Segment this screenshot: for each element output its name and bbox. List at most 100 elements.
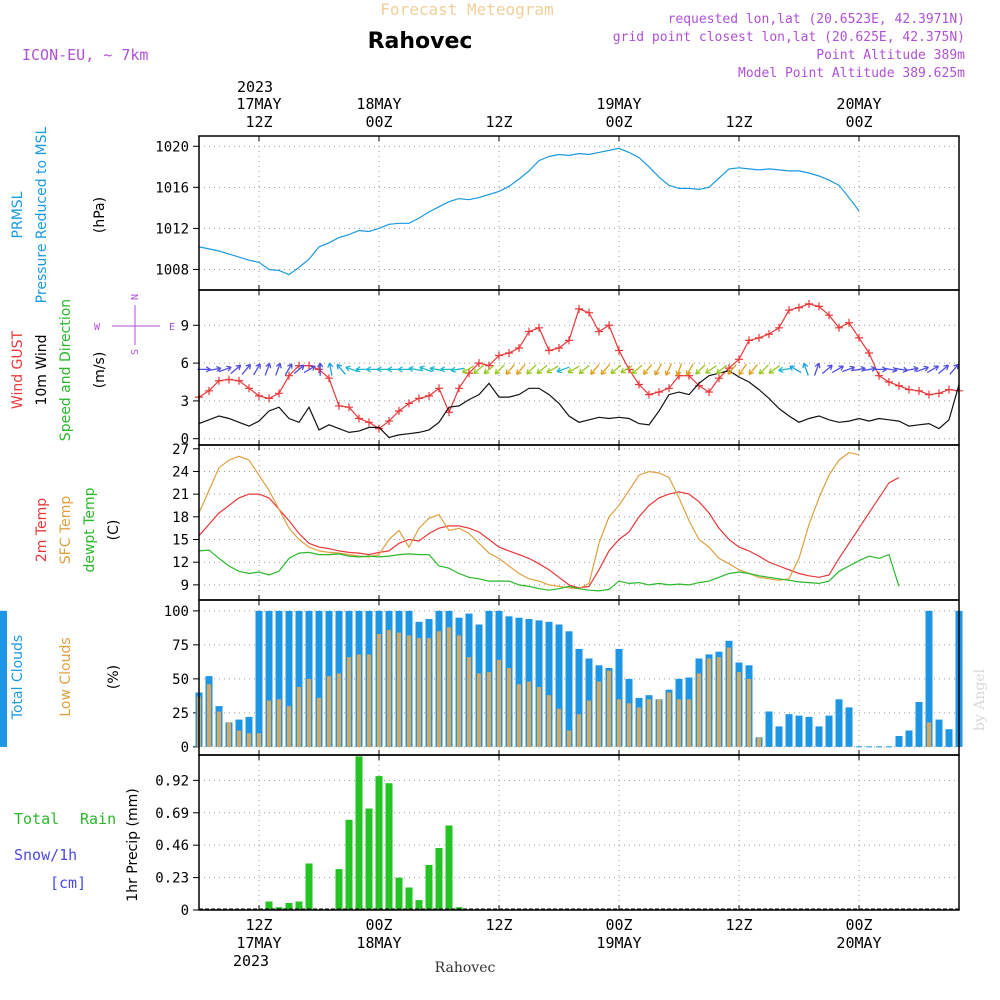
low-cloud-bar <box>597 681 601 747</box>
wind-labels: Wind GUST 10m Wind Speed and Direction (… <box>10 294 175 441</box>
y-tick-label: 1016 <box>155 180 189 196</box>
wind-10m-label: 10m Wind <box>34 334 50 405</box>
gust-marker <box>495 351 503 360</box>
top-year: 2023 <box>237 78 273 96</box>
wind-arrow <box>664 363 673 376</box>
bottom-date-label: 19MAY <box>596 934 641 952</box>
wind-arrow <box>905 365 919 372</box>
total-cloud-bar <box>775 726 783 747</box>
wind-arrow <box>327 362 334 376</box>
wind-arrow <box>915 365 929 373</box>
gust-marker <box>595 327 603 336</box>
wind-arrow <box>505 363 516 376</box>
low-cloud-bar <box>627 703 631 747</box>
panel-frame <box>198 754 960 911</box>
bottom-date-label: 17MAY <box>236 934 281 952</box>
rain-label: Rain <box>80 810 116 828</box>
gust-marker <box>345 403 353 412</box>
total-cloud-bar <box>245 716 253 747</box>
low-cloud-bar <box>557 708 561 747</box>
total-cloud-bar <box>945 729 953 747</box>
bottom-date-label: 20MAY <box>836 934 881 952</box>
low-cloud-bar <box>607 670 611 747</box>
total-clouds-label: Total Clouds <box>10 635 26 720</box>
wind-arrow <box>293 364 305 375</box>
y-tick-label: 0.23 <box>155 871 189 887</box>
total-cloud-bar <box>315 610 323 747</box>
rain-bar <box>365 808 373 910</box>
top-hour-label: 00Z <box>365 113 392 131</box>
total-cloud-bar <box>285 610 293 747</box>
low-cloud-bar <box>327 676 331 747</box>
total-cloud-bar <box>255 610 263 747</box>
temp-dewpt-label: dewpt Temp <box>82 487 98 572</box>
total-cloud-bar <box>535 620 543 747</box>
wind-arrow <box>336 363 346 375</box>
rain-bar <box>445 825 453 910</box>
total-cloud-bar <box>915 702 923 747</box>
bottom-date-label: 18MAY <box>356 934 401 952</box>
gust-marker <box>735 355 743 364</box>
product-title: Forecast Meteogram <box>380 0 553 19</box>
y-tick-label: 27 <box>172 442 189 458</box>
wind-speed-dir-label: Speed and Direction <box>58 299 74 441</box>
rain-bar <box>285 903 293 910</box>
low-cloud-bar <box>697 673 701 747</box>
wind-unit-label: (m/s) <box>92 352 108 389</box>
rain-bar <box>375 776 383 910</box>
wind-arrow <box>821 364 833 375</box>
wind-arrow <box>556 366 570 374</box>
gust-marker <box>945 385 953 394</box>
top-date-label: 17MAY <box>236 95 281 113</box>
gust-marker <box>365 418 373 427</box>
gust-marker <box>555 343 563 352</box>
rain-bar <box>355 756 363 910</box>
gust-marker <box>505 349 513 358</box>
gust-marker <box>205 386 213 395</box>
low-cloud-bar <box>317 697 321 747</box>
wind-arrow <box>567 365 580 374</box>
total-cloud-bar <box>615 648 623 747</box>
low-cloud-bar <box>257 733 261 747</box>
y-tick-label: 0.46 <box>155 838 189 854</box>
low-cloud-bar <box>407 635 411 747</box>
location-title: Rahovec <box>368 29 473 54</box>
y-tick-label: 0 <box>181 740 189 756</box>
y-tick-label: 1008 <box>155 262 189 278</box>
total-cloud-bar <box>765 711 773 747</box>
rain-bar <box>395 877 403 910</box>
wind-arrow <box>813 362 821 376</box>
gust-marker <box>585 308 593 317</box>
wind-arrow <box>450 366 465 373</box>
snow-unit-label: [cm] <box>50 874 86 892</box>
low-cloud-bar <box>477 673 481 747</box>
rain-bar <box>345 819 353 910</box>
wind-arrow <box>758 364 769 375</box>
wind-panel: 0 3 6 9 <box>181 290 963 448</box>
rain-bar <box>435 848 443 910</box>
low-cloud-bar <box>527 681 531 747</box>
wind-arrow <box>675 363 683 377</box>
footer-location: Rahovec <box>435 960 496 976</box>
top-hour-label: 00Z <box>845 113 872 131</box>
gust-marker <box>455 384 463 393</box>
gust-marker <box>845 318 853 327</box>
y-tick-label: 9 <box>181 578 189 594</box>
low-cloud-bar <box>267 700 271 747</box>
y-tick-label: 24 <box>172 464 189 480</box>
bottom-hour-label: 12Z <box>245 916 272 934</box>
low-cloud-bar <box>747 678 751 747</box>
low-cloud-bar <box>427 638 431 747</box>
low-cloud-bar <box>447 627 451 747</box>
rain-bar <box>405 887 413 910</box>
total-cloud-bar <box>935 719 943 747</box>
low-cloud-bar <box>677 699 681 747</box>
gust-marker <box>285 371 293 380</box>
temp-2m-label: 2m Temp <box>34 498 50 562</box>
low-cloud-bar <box>397 632 401 747</box>
low-cloud-bar <box>737 672 741 747</box>
gust-marker <box>815 302 823 311</box>
top-hour-label: 12Z <box>485 113 512 131</box>
total-cloud-bar <box>805 716 813 747</box>
total-cloud-bar <box>815 726 823 747</box>
